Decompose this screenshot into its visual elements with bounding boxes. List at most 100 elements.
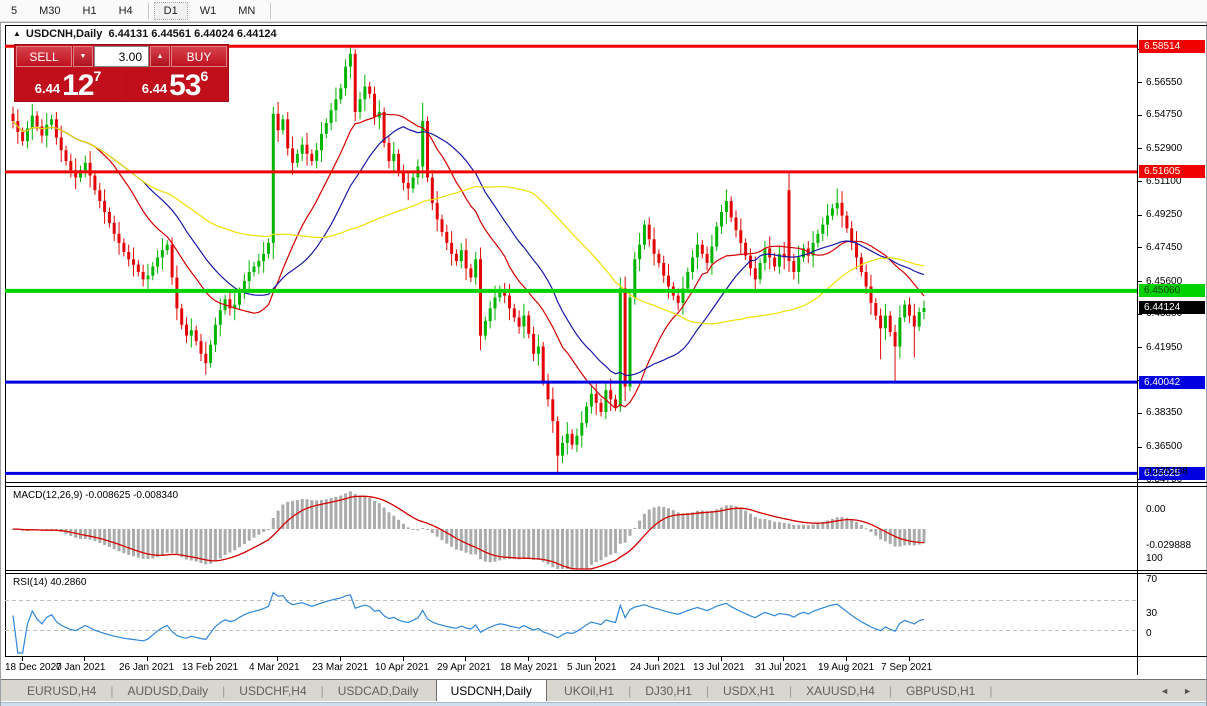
candle-body bbox=[45, 124, 49, 136]
macd-histogram-bar bbox=[228, 529, 232, 553]
macd-histogram-bar bbox=[358, 495, 362, 529]
macd-histogram-bar bbox=[344, 493, 348, 529]
macd-histogram-bar bbox=[122, 529, 126, 554]
volume-increase-icon[interactable]: ▲ bbox=[150, 46, 170, 67]
date-axis-tick bbox=[147, 657, 148, 661]
chart-tab-gbpusd[interactable]: GBPUSD,H1 bbox=[905, 683, 976, 698]
macd-histogram-bar bbox=[117, 529, 121, 552]
chart-tab-usdx[interactable]: USDX,H1 bbox=[723, 683, 776, 698]
candle-body bbox=[156, 257, 160, 267]
candle-body bbox=[421, 121, 425, 167]
volume-input[interactable]: 3.00 bbox=[94, 46, 149, 67]
macd-histogram-bar bbox=[189, 529, 193, 561]
timeframe-w1[interactable]: W1 bbox=[199, 4, 217, 17]
macd-signal-line bbox=[12, 495, 925, 570]
price-axis-tick bbox=[1138, 82, 1142, 83]
macd-histogram-bar bbox=[107, 529, 111, 547]
timeframe-m30[interactable]: M30 bbox=[39, 4, 61, 17]
volume-decrease-icon[interactable]: ▼ bbox=[73, 46, 93, 67]
timeframe-d1[interactable]: D1 bbox=[153, 1, 188, 20]
price-chart-canvas[interactable] bbox=[5, 25, 1137, 482]
timeframe-h1[interactable]: H1 bbox=[82, 4, 97, 17]
timeframe-m15-clipped[interactable]: 5 bbox=[11, 4, 18, 17]
candle-body bbox=[864, 272, 868, 287]
price-axis[interactable]: 6.583506.565506.547506.529006.511006.492… bbox=[1138, 25, 1207, 677]
macd-histogram-bar bbox=[532, 529, 536, 560]
rsi-indicator-canvas[interactable] bbox=[5, 573, 1137, 656]
candle-body bbox=[310, 153, 314, 162]
candle-body bbox=[618, 288, 622, 407]
macd-indicator-canvas[interactable] bbox=[5, 486, 1137, 570]
price-level-badge: 6.51605 bbox=[1139, 165, 1205, 179]
chart-tab-usdcad[interactable]: USDCAD,Daily bbox=[337, 683, 419, 698]
chart-tab-xauusd[interactable]: XAUUSD,H4 bbox=[806, 683, 875, 698]
macd-histogram-bar bbox=[845, 517, 849, 529]
scroll-right-icon[interactable]: ► bbox=[1183, 685, 1192, 696]
macd-histogram-bar bbox=[744, 510, 748, 529]
price-axis-tick bbox=[1138, 181, 1142, 183]
macd-histogram-bar bbox=[223, 529, 227, 555]
sell-price-box[interactable]: 6.44 12 7 bbox=[16, 69, 120, 101]
timeframe-h4[interactable]: H4 bbox=[118, 4, 133, 17]
candle-body bbox=[295, 153, 299, 163]
candle-body bbox=[657, 253, 661, 263]
macd-histogram-bar bbox=[671, 510, 675, 529]
rsi-panel-top-border[interactable] bbox=[5, 573, 1207, 574]
macd-histogram-bar bbox=[816, 523, 820, 529]
candle-body bbox=[160, 250, 164, 258]
chart-tab-usdchf[interactable]: USDCHF,H4 bbox=[239, 683, 307, 698]
chart-tab-audusd[interactable]: AUDUSD,Daily bbox=[127, 683, 209, 698]
candle-body bbox=[691, 257, 695, 272]
scroll-left-icon[interactable]: ◄ bbox=[1160, 685, 1170, 696]
macd-histogram-bar bbox=[242, 529, 246, 544]
candle-body bbox=[175, 277, 179, 309]
macd-histogram-bar bbox=[247, 529, 251, 541]
macd-histogram-bar bbox=[720, 507, 723, 529]
candle-body bbox=[821, 224, 825, 234]
buy-price-box[interactable]: 6.44 53 6 bbox=[123, 69, 227, 101]
candle-body bbox=[710, 246, 714, 263]
collapse-panel-icon[interactable]: ▲ bbox=[13, 29, 21, 38]
buy-button[interactable]: BUY bbox=[171, 46, 227, 67]
candle-body bbox=[93, 175, 97, 191]
candle-body bbox=[194, 330, 198, 342]
candle-body bbox=[406, 182, 410, 189]
macd-histogram-bar bbox=[213, 529, 217, 562]
candle-body bbox=[127, 252, 131, 260]
sell-button[interactable]: SELL bbox=[16, 46, 72, 67]
candle-body bbox=[700, 244, 704, 254]
macd-histogram-bar bbox=[551, 529, 555, 568]
macd-histogram-bar bbox=[773, 521, 777, 529]
macd-histogram-bar bbox=[883, 529, 887, 542]
candle-body bbox=[720, 212, 723, 227]
date-axis[interactable]: 18 Dec 2020 7 Jan 2021 26 Jan 2021 13 Feb 2… bbox=[5, 657, 1138, 677]
macd-histogram-bar bbox=[840, 517, 844, 529]
date-axis-label: 7 Jan 2021 bbox=[56, 662, 106, 673]
candle-body bbox=[88, 162, 92, 176]
candle-body bbox=[165, 244, 169, 251]
macd-histogram-bar bbox=[132, 529, 135, 557]
chart-tab-eurusd[interactable]: EURUSD,H4 bbox=[27, 683, 97, 698]
macd-histogram-bar bbox=[594, 529, 598, 563]
macd-histogram-bar bbox=[368, 497, 372, 529]
candle-body bbox=[787, 190, 791, 262]
chart-tab-usdcnh[interactable]: USDCNH,Daily bbox=[435, 679, 547, 701]
macd-histogram-bar bbox=[681, 513, 685, 529]
macd-panel-top-border[interactable] bbox=[5, 486, 1207, 487]
candle-body bbox=[276, 113, 280, 131]
rsi-line bbox=[12, 591, 925, 654]
macd-histogram-bar bbox=[160, 529, 164, 555]
chart-left-border bbox=[5, 25, 6, 657]
chart-tab-dj30[interactable]: DJ30,H1 bbox=[645, 683, 692, 698]
candle-body bbox=[387, 142, 391, 162]
chart-tab-ukoil[interactable]: UKOil,H1 bbox=[564, 683, 615, 698]
candle-body bbox=[291, 148, 295, 163]
macd-histogram-bar bbox=[406, 527, 410, 529]
macd-histogram-bar bbox=[749, 513, 752, 529]
candle-body bbox=[879, 315, 883, 329]
timeframe-mn[interactable]: MN bbox=[238, 4, 256, 17]
macd-histogram-bar bbox=[98, 529, 102, 543]
candle-body bbox=[117, 233, 121, 243]
chart-tab-bar: EURUSD,H4 | AUDUSD,Daily | USDCHF,H4 | USDCAD,… bbox=[1, 679, 1206, 701]
macd-histogram-bar bbox=[329, 498, 333, 529]
